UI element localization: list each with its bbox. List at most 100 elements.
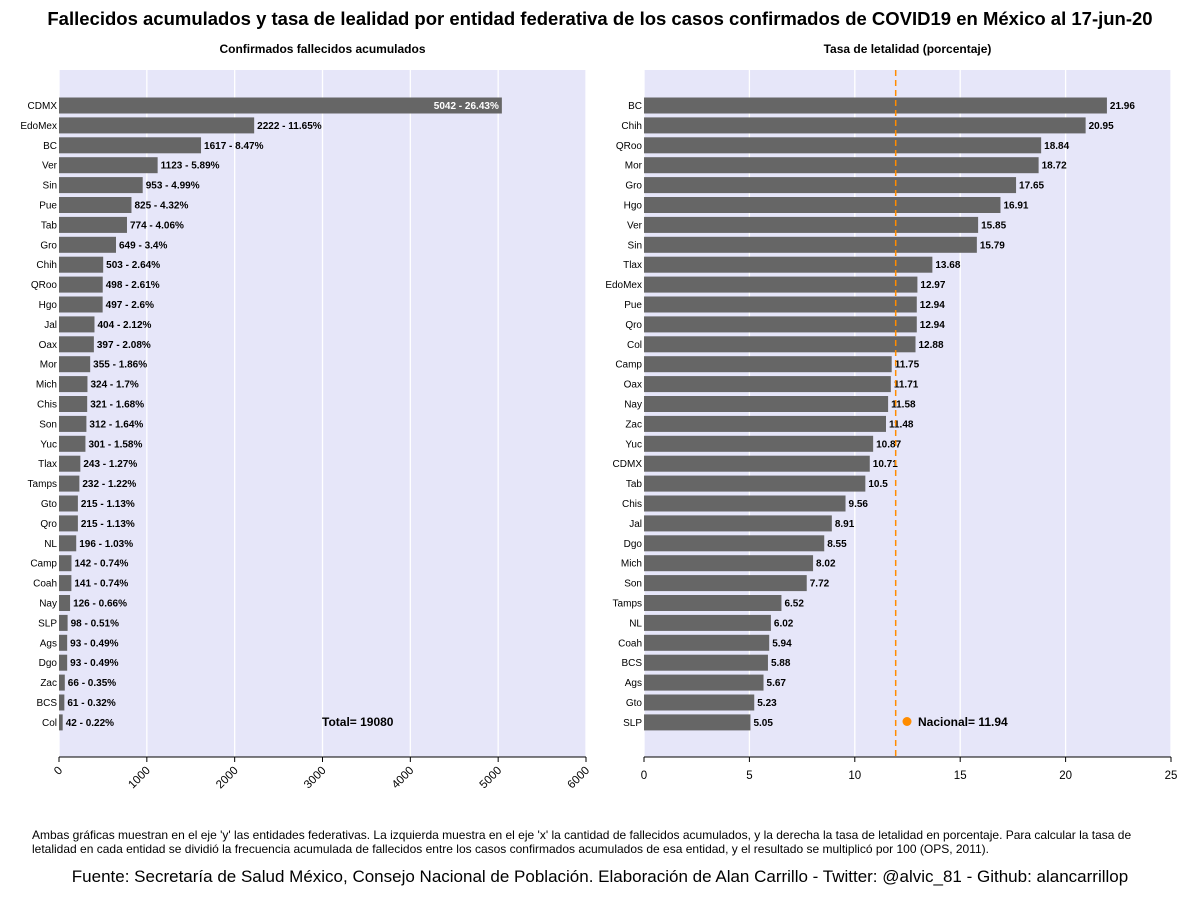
panel1-data-label: 321 - 1.68% [90, 400, 144, 411]
panel2-data-label: 5.88 [771, 658, 791, 669]
panel1-category-label: Sin [43, 181, 57, 192]
panel2-bar [644, 356, 892, 373]
panel2-data-label: 5.23 [757, 698, 777, 709]
panel1-bar [59, 475, 80, 492]
panel1-category-label: Gto [41, 499, 58, 510]
panel1-bar [59, 336, 94, 353]
panel1-bar [59, 256, 104, 273]
panel2-bar [644, 694, 755, 711]
panel1-category-label: Mor [40, 360, 58, 371]
main-title: Fallecidos acumulados y tasa de lealidad… [47, 8, 1153, 29]
panel2-category-label: Sin [628, 240, 642, 251]
panel1-bar [59, 694, 65, 711]
panel2-category-label: Oax [624, 380, 642, 391]
panel2-category-label: Hgo [624, 201, 643, 212]
panel1-category-label: Tab [41, 220, 58, 231]
panel1-x-tick-label: 0 [52, 765, 65, 778]
panel1-bar [59, 157, 158, 174]
panel2-x-tick-label: 0 [641, 770, 647, 782]
panel1-bar [59, 614, 68, 631]
panel2-x-tick-label: 25 [1165, 770, 1178, 782]
panel1-bar [59, 216, 127, 233]
panel2-bar [644, 674, 764, 691]
panel2-data-label: 8.02 [816, 559, 836, 570]
panel2-x-tick-label: 5 [746, 770, 752, 782]
panel2-bar [644, 535, 825, 552]
panel2-data-label: 18.72 [1042, 161, 1067, 172]
panel2-category-label: Chih [621, 121, 642, 132]
panel2-category-label: Tlax [623, 260, 642, 271]
panel2-data-label: 10.71 [873, 459, 898, 470]
panel2-category-label: Gro [625, 181, 642, 192]
panel1-category-label: BCS [36, 698, 57, 709]
panel2-bar [644, 654, 768, 671]
panel2-category-label: Col [627, 340, 642, 351]
panel2-data-label: 20.95 [1089, 121, 1114, 132]
panel1-category-label: Coah [33, 579, 57, 590]
panel2-data-label: 13.68 [935, 260, 960, 271]
panel1-category-label: Mich [36, 380, 57, 391]
panel1-bar [59, 316, 95, 333]
panel2-data-label: 11.71 [894, 380, 919, 391]
panel2-data-label: 6.52 [784, 599, 804, 610]
panel2-data-label: 5.05 [753, 718, 773, 729]
panel2-category-label: QRoo [616, 141, 643, 152]
panel1-bar [59, 177, 143, 194]
panel2-bar [644, 634, 770, 651]
panel2-bar [644, 614, 771, 631]
panel2-bar [644, 157, 1039, 174]
panel2-category-label: NL [629, 618, 642, 629]
panel2-bar [644, 475, 866, 492]
panel2-x-tick-label: 15 [954, 770, 967, 782]
panel1-bar [59, 634, 68, 651]
panel2-category-label: EdoMex [605, 280, 642, 291]
panel1-bar [59, 376, 88, 393]
panel1-data-label: 243 - 1.27% [83, 459, 137, 470]
panel2-category-label: Qro [625, 320, 642, 331]
panel1-x-tick-label: 5000 [478, 765, 505, 792]
panel1-category-label: NL [44, 539, 57, 550]
panel1-annotation: Total= 19080 [322, 715, 394, 729]
panel2-bar [644, 236, 977, 253]
panel1-category-label: EdoMex [20, 121, 57, 132]
panel2-bar [644, 455, 870, 472]
panel1-category-label: Tamps [28, 479, 57, 490]
panel1-data-label: 1617 - 8.47% [204, 141, 264, 152]
panel2-category-label: Son [624, 579, 642, 590]
panel1-category-label: Chis [37, 400, 57, 411]
panel2-bar [644, 714, 751, 731]
panel1-data-label: 324 - 1.7% [90, 380, 138, 391]
panel2-data-label: 5.94 [772, 638, 792, 649]
panel1-category-label: Gro [40, 240, 57, 251]
panel1-bar [59, 714, 63, 731]
panel1-bar [59, 455, 81, 472]
panel1-bar [59, 137, 202, 154]
panel1-category-label: Hgo [39, 300, 58, 311]
panel1-category-label: Pue [39, 201, 57, 212]
panel1-data-label: 232 - 1.22% [82, 479, 136, 490]
panel1-bar [59, 555, 72, 572]
panel1-data-label: 93 - 0.49% [70, 638, 118, 649]
panel2-category-label: Nay [624, 400, 642, 411]
panel1-data-label: 312 - 1.64% [89, 419, 143, 430]
panel2-national-marker [902, 717, 912, 726]
panel1-data-label: 953 - 4.99% [146, 181, 200, 192]
panel2-category-label: Mich [621, 559, 642, 570]
panel2-category-label: Ver [627, 220, 643, 231]
panel2-bar [644, 256, 933, 273]
panel1-category-label: CDMX [28, 101, 58, 112]
panel1-bar [59, 396, 88, 412]
panel2-bar [644, 575, 807, 592]
panel1-x-tick-label: 3000 [302, 765, 329, 792]
panel2-data-label: 16.91 [1003, 201, 1028, 212]
panel1-data-label: 196 - 1.03% [79, 539, 133, 550]
panel1-category-label: Col [42, 718, 57, 729]
panel2-data-label: 12.97 [920, 280, 945, 291]
panel1-bar [59, 197, 132, 213]
panel2-data-label: 7.72 [810, 579, 830, 590]
panel2-data-label: 15.79 [980, 240, 1005, 251]
panel2-category-label: Dgo [624, 539, 643, 550]
panel2-bar [644, 435, 874, 452]
panel2-data-label: 21.96 [1110, 101, 1135, 112]
